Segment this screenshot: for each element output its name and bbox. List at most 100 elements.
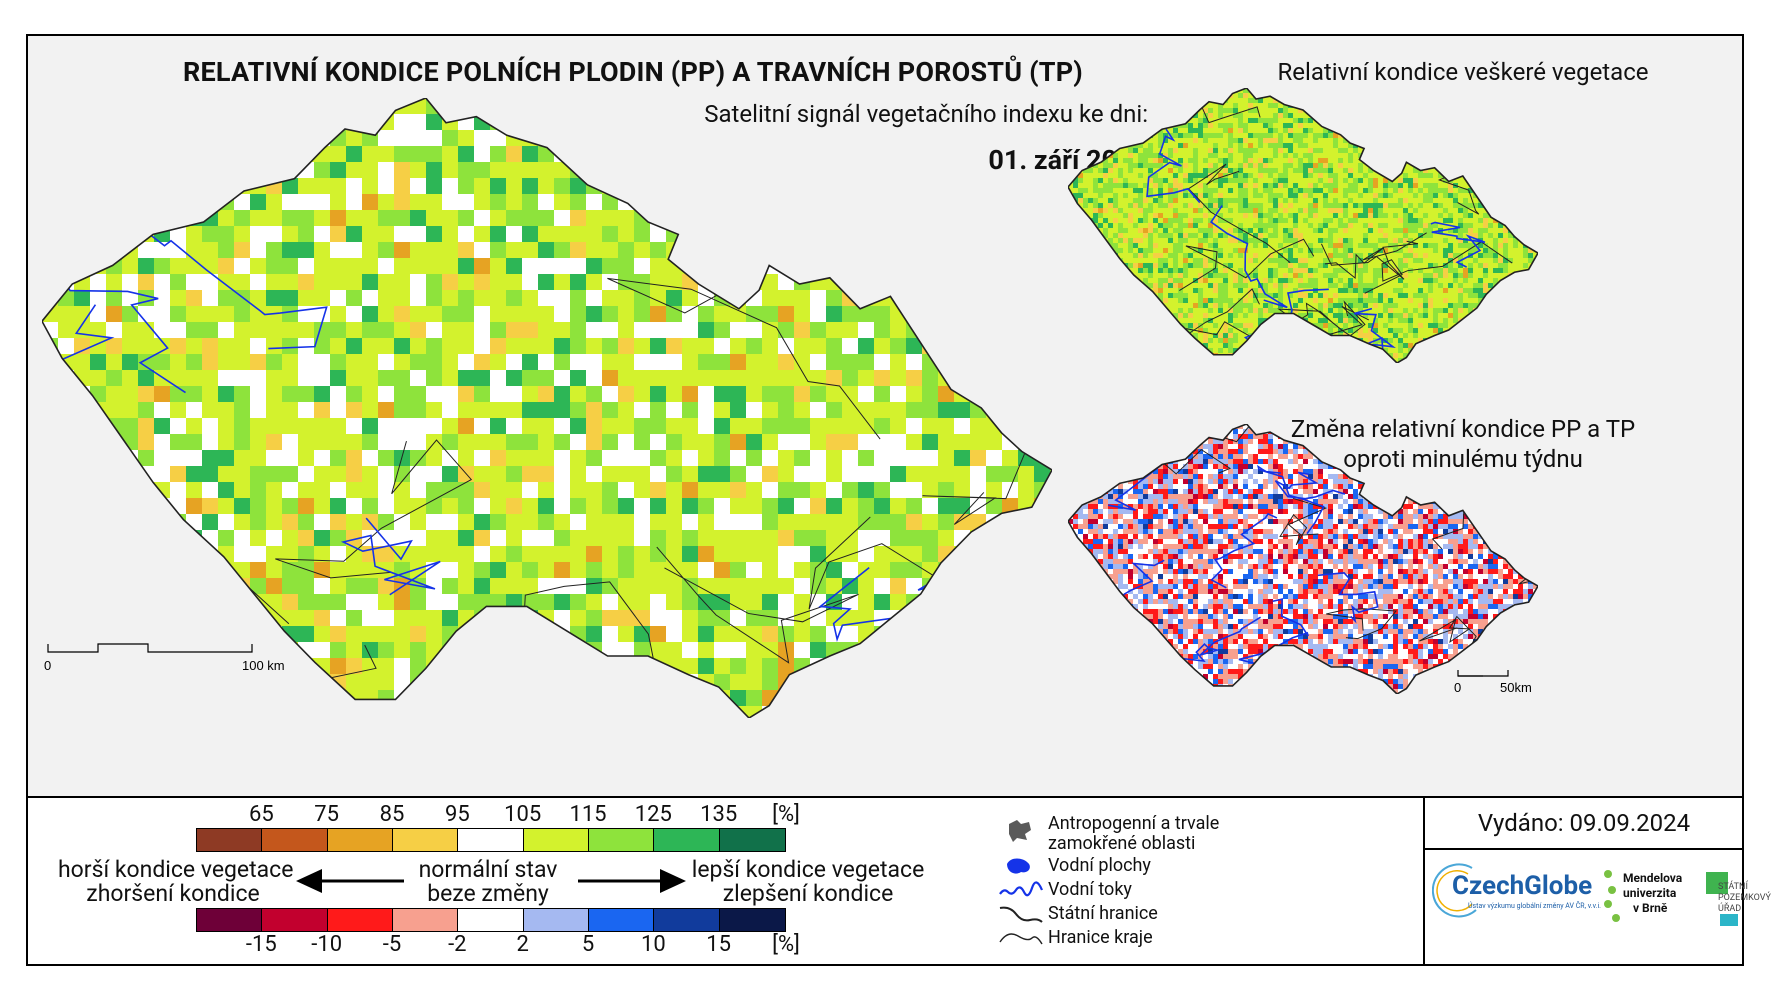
legend-swatch (458, 909, 524, 931)
vegetation-condition-map (1068, 88, 1538, 363)
legend-swatch (327, 909, 393, 931)
legend-tick-label: 75 (314, 802, 340, 827)
spu-line3: ÚŘAD (1718, 904, 1742, 914)
legend-swatch (654, 909, 720, 931)
small-scale-end: 50km (1500, 680, 1532, 695)
arrow-left-icon (296, 869, 404, 893)
map-title: RELATIVNÍ KONDICE POLNÍCH PLODIN (PP) A … (183, 56, 1083, 88)
spu-logo-icon (1706, 872, 1738, 926)
czechglobe-logo-sub: Ústav výzkumu globální změny AV ČR, v.v.… (1468, 902, 1602, 910)
legend-unit: [%] (772, 932, 800, 957)
better-text-line1: lepší kondice vegetace (691, 856, 925, 883)
legend-tick-label: -15 (245, 932, 277, 957)
map-frame: RELATIVNÍ KONDICE POLNÍCH PLODIN (PP) A … (26, 34, 1771, 966)
legend-urban-line2: zamokřené oblasti (1048, 833, 1196, 854)
state-border (1068, 88, 1538, 363)
raster-cells (1068, 88, 1538, 363)
small-scale-bar: 0 50km (1454, 670, 1532, 695)
spu-logo: STÁTNÍ POZEMKOVÝ ÚŘAD (1718, 882, 1771, 915)
legend-swatch (392, 829, 459, 851)
legend-swatch (523, 829, 589, 851)
legend-water-body: Vodní plochy (1048, 855, 1151, 876)
mendelu-line3: v Brně (1633, 901, 1668, 915)
main-scale-bar: 0 100 km (44, 643, 285, 673)
main-condition-map (42, 98, 1052, 718)
better-text: lepší kondice vegetace zlepšení kondice (690, 858, 926, 906)
right-bottom-title-line2: oproti minulému týdnu (1343, 445, 1583, 473)
legend-tick-label: 135 (700, 802, 738, 827)
legend-separator (28, 796, 1742, 798)
mendelu-line2: univerzita (1623, 886, 1677, 900)
map-subtitle: Satelitní signál vegetačního indexu ke d… (704, 100, 1148, 128)
czechglobe-logo-icon (1432, 863, 1477, 918)
region-border-icon (999, 933, 1043, 945)
legend-swatch (392, 909, 459, 931)
better-text-line2: zlepšení kondice (722, 880, 894, 907)
legend-river: Vodní toky (1048, 879, 1132, 900)
legend-swatch (719, 829, 785, 851)
state-border (42, 98, 1052, 718)
legend-swatch (523, 909, 589, 931)
issued-date: Vydáno: 09.09.2024 (1477, 809, 1691, 837)
legend-swatch (197, 909, 263, 931)
legend-swatch (719, 909, 785, 931)
legend-tick-label: 15 (706, 932, 732, 957)
legend-swatch (458, 829, 524, 851)
legend-region-border: Hranice kraje (1048, 927, 1153, 948)
water-body-icon (1007, 858, 1030, 874)
legend-tick-label: 95 (444, 802, 470, 827)
mendelu-logo: Mendelova univerzita v Brně (1623, 871, 1682, 916)
legend-tick-label: -2 (448, 932, 467, 957)
worse-text-line1: horší kondice vegetace (58, 856, 294, 883)
change-legend-ticks: -15 -10 -5 -2 2 5 10 15 [%] (196, 932, 800, 958)
right-bottom-title: Změna relativní kondice PP a TP oproti m… (1243, 414, 1683, 474)
czechglobe-logo: CzechGlobe (1452, 871, 1593, 901)
legend-tick-label: 5 (581, 932, 595, 957)
main-scale-end: 100 km (242, 658, 285, 673)
main-scale-start: 0 (44, 658, 51, 673)
condition-change-map (1068, 424, 1538, 694)
worse-text-line2: zhoršení kondice (86, 880, 260, 907)
legend-tick-label: 2 (516, 932, 529, 957)
legend-swatch (262, 829, 328, 851)
legend-swatch (588, 829, 655, 851)
info-separator (1423, 796, 1425, 964)
legend-urban-line1: Antropogenní a trvale (1048, 813, 1220, 834)
legend-tick-label: -10 (311, 932, 343, 957)
legend-swatch (262, 909, 328, 931)
state-border-icon (999, 906, 1043, 923)
legend-tick-label: 85 (379, 802, 405, 827)
right-bottom-title-line1: Změna relativní kondice PP a TP (1290, 415, 1636, 443)
arrow-right-icon (578, 869, 686, 893)
state-border (1068, 424, 1538, 694)
spu-line2: POZEMKOVÝ (1718, 893, 1771, 903)
legend-urban: Antropogenní a trvale zamokřené oblasti (1048, 814, 1219, 854)
legend-unit: [%] (772, 802, 800, 827)
legend-swatch (588, 909, 655, 931)
legend-state-border: Státní hranice (1048, 903, 1158, 924)
legend-tick-label: -5 (382, 932, 402, 957)
legend-tick-label: 65 (248, 802, 274, 827)
mendelu-logo-icon (1604, 870, 1620, 922)
normal-text-line1: normální stav (418, 856, 558, 883)
legend-tick-label: 125 (634, 802, 672, 827)
small-scale-start: 0 (1454, 680, 1461, 695)
condition-legend-ticks: 65 75 85 95 105 115 125 135 [%] (196, 802, 800, 828)
raster-cells (1068, 424, 1538, 694)
urban-area-icon (1009, 820, 1031, 842)
condition-legend-bar (196, 828, 786, 852)
worse-text: horší kondice vegetace zhoršení kondice (58, 856, 294, 907)
mendelu-line1: Mendelova (1623, 871, 1683, 885)
issued-separator (1423, 848, 1743, 850)
legend-tick-label: 115 (569, 802, 607, 827)
legend-tick-label: 105 (504, 802, 542, 827)
legend-swatch (197, 829, 263, 851)
legend-swatch (327, 829, 393, 851)
normal-text-line2: beze změny (427, 880, 549, 907)
legend-tick-label: 10 (640, 932, 666, 957)
spu-line1: STÁTNÍ (1718, 882, 1748, 892)
right-top-title: Relativní kondice veškeré vegetace (1277, 58, 1649, 86)
river-icon (999, 881, 1044, 897)
legend-swatch (654, 829, 720, 851)
normal-text: normální stav beze změny (408, 858, 568, 906)
